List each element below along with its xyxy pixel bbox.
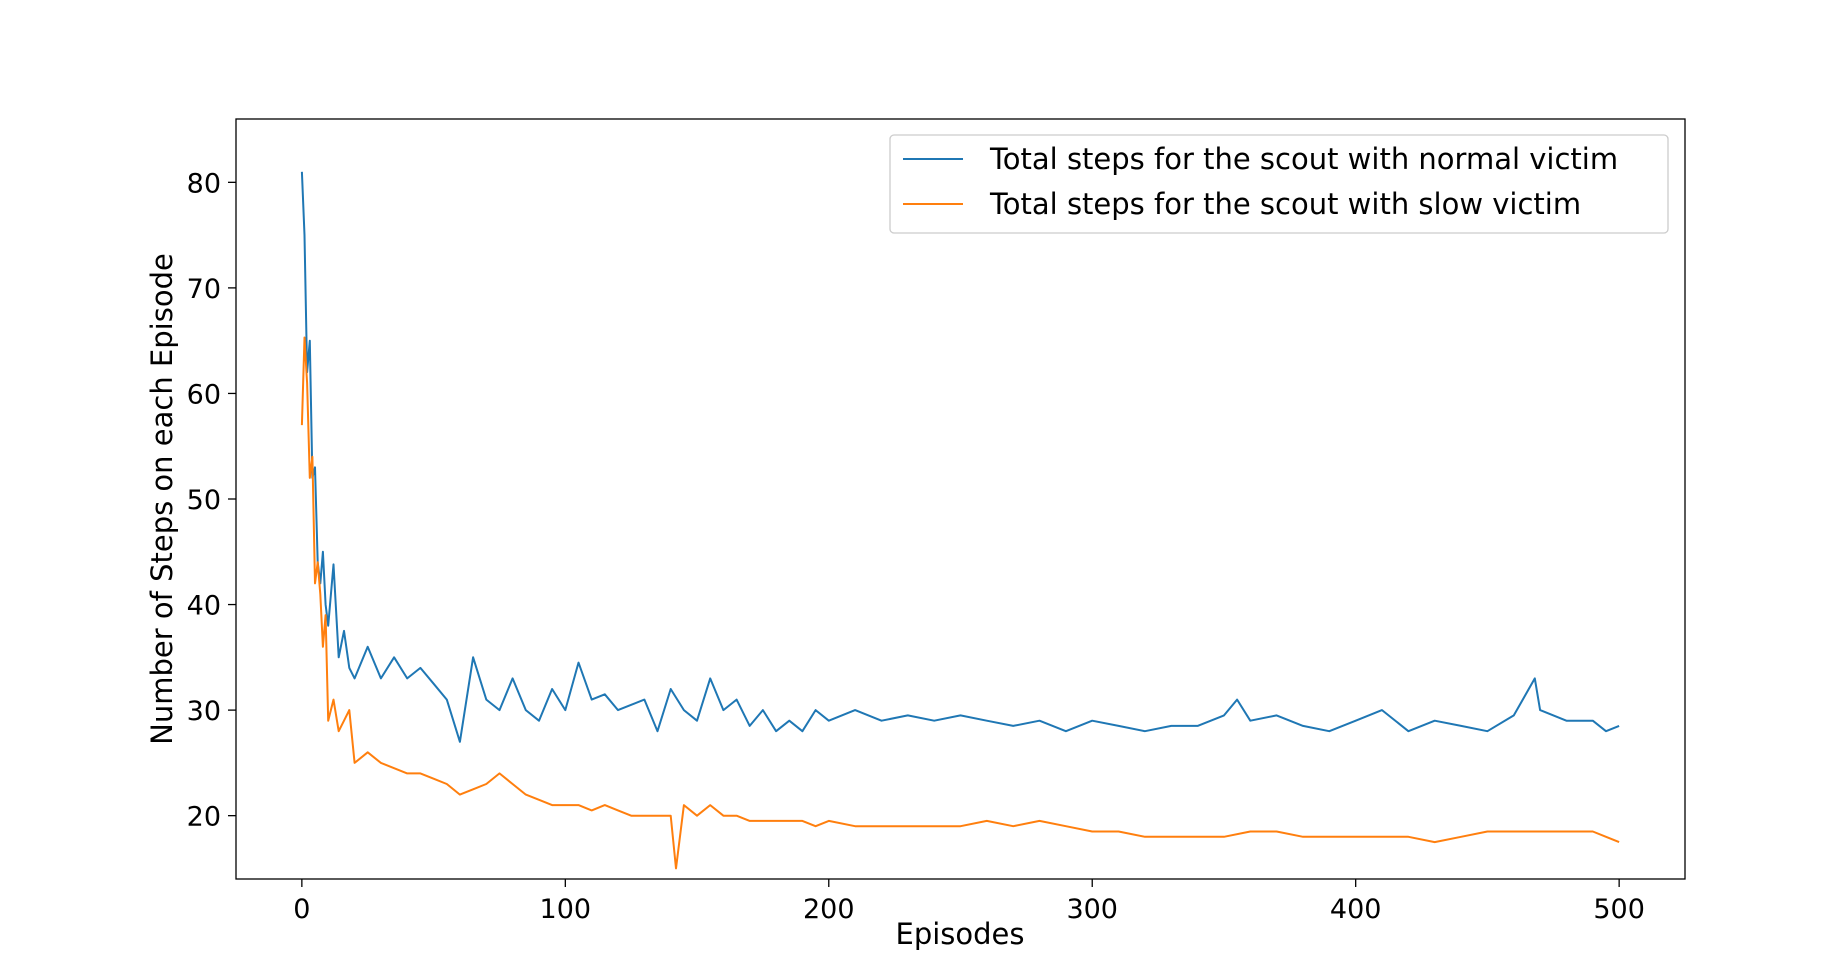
legend-label-slow-victim: Total steps for the scout with slow vict… [989,187,1581,221]
y-tick-label: 80 [187,168,221,199]
y-axis-label: Number of Steps on each Episode [145,253,179,745]
y-tick-label: 70 [187,274,221,305]
x-tick-label: 0 [293,894,310,925]
x-tick-label: 300 [1066,894,1118,925]
series-line-slow-victim [300,336,1620,870]
x-axis-ticks: 0 100 200 300 400 500 [293,879,1645,925]
x-tick-label: 100 [540,894,592,925]
y-tick-label: 60 [187,379,221,410]
legend: Total steps for the scout with normal vi… [889,134,1669,234]
y-tick-label: 30 [187,696,221,727]
x-tick-label: 200 [803,894,855,925]
y-tick-label: 40 [187,591,221,622]
y-axis-ticks: 20 30 40 50 60 70 80 [187,168,236,833]
legend-label-normal-victim: Total steps for the scout with normal vi… [989,142,1618,176]
y-tick-label: 50 [187,485,221,516]
y-tick-label: 20 [187,802,221,833]
legend-box [889,134,1669,234]
series-line-normal-victim [300,171,1620,743]
x-axis-label: Episodes [896,917,1025,951]
series-layer [300,171,1620,870]
x-tick-label: 400 [1330,894,1382,925]
x-tick-label: 500 [1593,894,1645,925]
